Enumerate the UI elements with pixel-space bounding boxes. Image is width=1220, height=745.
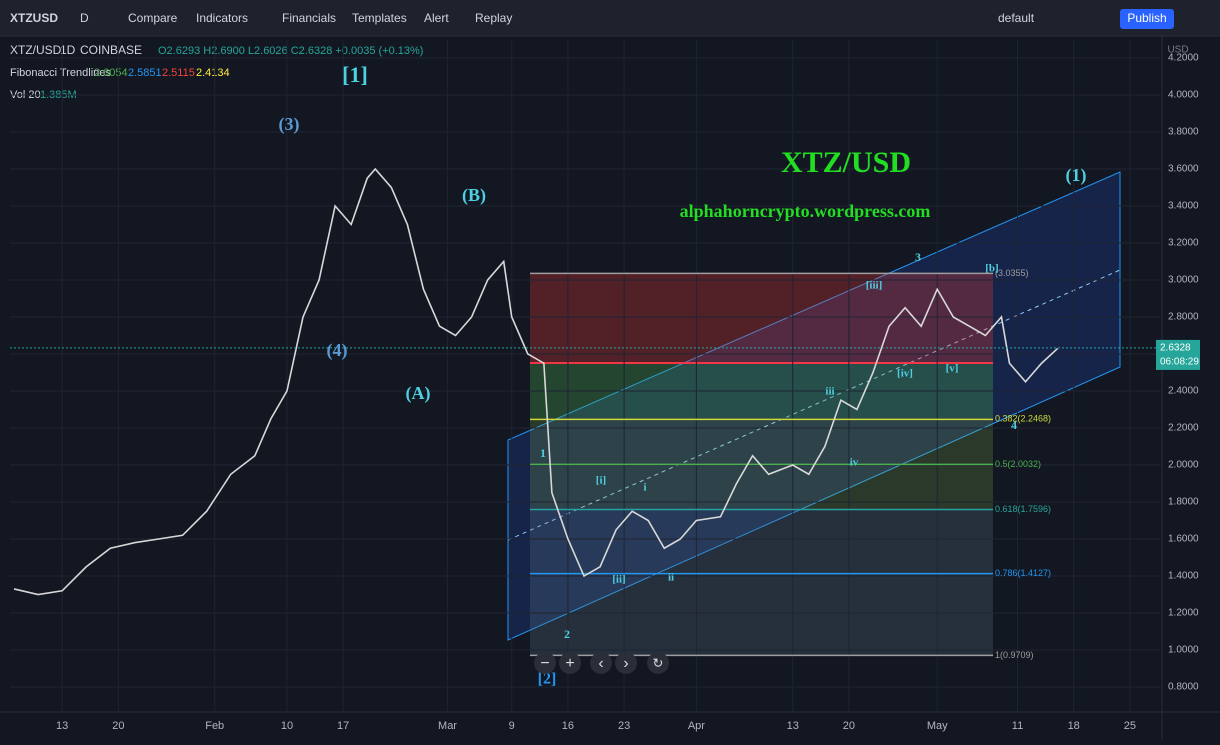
y-tick-label: 0.8000: [1168, 682, 1199, 693]
x-tick-label: 18: [1068, 720, 1080, 732]
fib-label: 0.786(1.4127): [995, 568, 1051, 578]
y-tick-label: 3.4000: [1168, 201, 1199, 212]
symbol[interactable]: XTZUSD: [10, 11, 58, 25]
wave-annotation: [ii]: [612, 574, 625, 586]
x-tick-label: Feb: [205, 720, 224, 732]
x-tick-label: 9: [509, 720, 515, 732]
wave-annotation: [2]: [538, 671, 557, 688]
toolbar-item[interactable]: Indicators: [196, 11, 248, 25]
legend-interval: 1D: [60, 43, 76, 57]
y-tick-label: 3.2000: [1168, 238, 1199, 249]
wave-annotation: ii: [668, 572, 674, 584]
interval[interactable]: D: [80, 11, 89, 25]
fib-label: 0.618(1.7596): [995, 504, 1051, 514]
wave-annotation: (4): [327, 340, 348, 361]
x-tick-label: 23: [618, 720, 630, 732]
fib-label: 0.382(2.2468): [995, 414, 1051, 424]
x-tick-label: 11: [1012, 720, 1023, 732]
fib-label: (3.0355): [995, 268, 1029, 278]
x-tick-label: 16: [562, 720, 574, 732]
wave-annotation: iii: [825, 386, 834, 398]
legend-exchange: COINBASE: [80, 43, 142, 57]
y-tick-label: 1.4000: [1168, 571, 1199, 582]
toolbar-item[interactable]: Alert: [424, 11, 449, 25]
wave-annotation: alphahorncrypto.wordpress.com: [680, 201, 931, 221]
zoom-controls[interactable]: − + ‹ › ↻: [534, 652, 669, 674]
svg-text:‹: ‹: [598, 655, 603, 672]
y-tick-label: 1.2000: [1168, 608, 1199, 619]
wave-annotation: [i]: [596, 475, 606, 487]
x-tick-label: Mar: [438, 720, 457, 732]
wave-annotation: [1]: [342, 62, 368, 87]
toolbar-item[interactable]: Financials: [282, 11, 336, 25]
x-tick-label: May: [927, 720, 948, 732]
fib-label: 1(0.9709): [995, 650, 1034, 660]
publish-button[interactable]: [1120, 9, 1174, 29]
y-tick-label: 2.0000: [1168, 460, 1199, 471]
publish-label[interactable]: Publish: [1127, 11, 1166, 25]
indicator-value: 2.4134: [196, 67, 230, 79]
wave-annotation: iv: [850, 457, 859, 469]
y-tick-label: 4.0000: [1168, 90, 1199, 101]
x-tick-label: 20: [112, 720, 124, 732]
indicator-name: Fibonacci Trendlines: [10, 67, 111, 79]
y-tick-label: 2.4000: [1168, 386, 1199, 397]
y-tick-label: 3.8000: [1168, 127, 1199, 138]
wave-annotation: [b]: [985, 263, 998, 275]
last-price-label: 2.6328: [1160, 343, 1191, 354]
wave-annotation: (3): [279, 114, 300, 135]
y-tick-label: 1.6000: [1168, 534, 1199, 545]
wave-annotation: [v]: [946, 363, 959, 375]
wave-annotation: (1): [1066, 165, 1087, 186]
y-tick-label: 1.8000: [1168, 497, 1199, 508]
svg-text:+: +: [565, 655, 574, 672]
countdown: 06:08:29: [1160, 357, 1199, 368]
wave-annotation: i: [643, 482, 646, 494]
price-line: [13, 167, 1059, 596]
indicator-value: 2.6054: [94, 67, 128, 79]
toolbar-item[interactable]: Templates: [352, 11, 407, 25]
wave-annotation: [iv]: [897, 368, 913, 380]
wave-annotation: [iii]: [866, 280, 883, 292]
toolbar-item[interactable]: Replay: [475, 11, 512, 25]
wave-annotation: 1: [540, 446, 546, 460]
layout-name[interactable]: default: [998, 11, 1035, 25]
indicator-value: 2.5115: [162, 67, 195, 79]
svg-text:−: −: [540, 655, 549, 672]
y-tick-label: 3.0000: [1168, 275, 1199, 286]
last-price-box: [1156, 339, 1200, 370]
wave-annotation: (B): [462, 185, 486, 206]
x-tick-label: 20: [843, 720, 855, 732]
toolbar-item[interactable]: Compare: [128, 11, 178, 25]
svg-text:›: ›: [623, 655, 628, 672]
y-tick-label: 2.2000: [1168, 423, 1199, 434]
x-tick-label: 13: [56, 720, 68, 732]
svg-text:↻: ↻: [653, 655, 664, 670]
legend-pair: XTZ/USD: [10, 43, 62, 57]
x-tick-label: 13: [787, 720, 799, 732]
y-tick-label: 4.2000: [1168, 53, 1199, 64]
x-tick-label: Apr: [688, 720, 705, 732]
y-tick-label: 2.8000: [1168, 312, 1199, 323]
x-tick-label: 17: [337, 720, 349, 732]
x-tick-label: 10: [281, 720, 293, 732]
legend-ohlc: O2.6293 H2.6900 L2.6026 C2.6328 +0.0035 …: [158, 45, 423, 57]
currency: USD: [1167, 45, 1188, 56]
wave-annotation: 2: [564, 627, 570, 641]
fib-label: 0.5(2.0032): [995, 459, 1041, 469]
indicator-value: 2.5851: [128, 67, 162, 79]
y-tick-label: 1.0000: [1168, 645, 1199, 656]
x-tick-label: 25: [1124, 720, 1136, 732]
wave-annotation: (A): [406, 383, 431, 404]
wave-annotation: XTZ/USD: [781, 146, 911, 179]
wave-annotation: 3: [915, 250, 921, 264]
wave-annotation: 4: [1011, 418, 1017, 432]
y-tick-label: 3.6000: [1168, 164, 1199, 175]
